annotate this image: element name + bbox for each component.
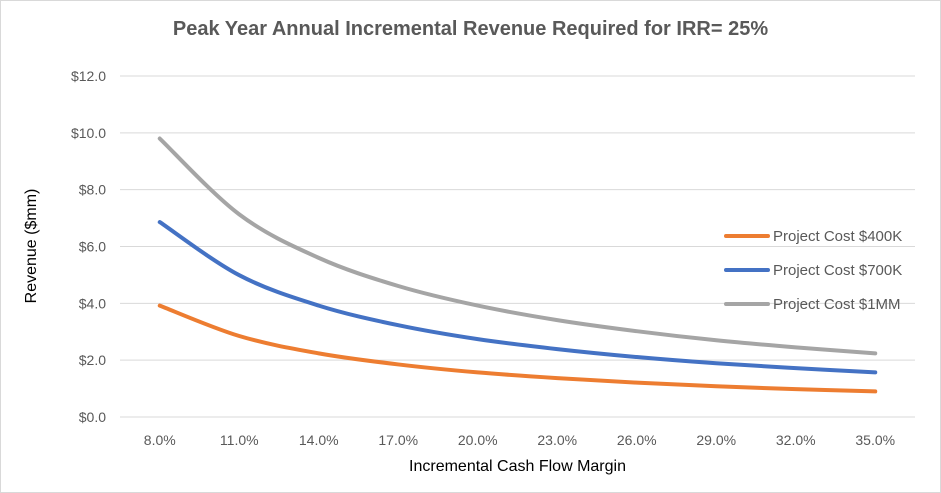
- y-tick-label: $12.0: [71, 68, 106, 84]
- legend-label: Project Cost $400K: [773, 228, 902, 245]
- series-line-3: [157, 136, 878, 356]
- y-tick-label: $6.0: [79, 239, 106, 255]
- y-tick-label: $0.0: [79, 409, 106, 425]
- x-tick-labels: 8.0% 11.0% 14.0% 17.0% 20.0% 23.0% 26.0% 29.0% 3…: [144, 432, 895, 448]
- legend-label: Project Cost $700K: [773, 262, 902, 279]
- x-tick-label: 11.0%: [220, 432, 259, 448]
- x-tick-label: 26.0%: [617, 432, 657, 448]
- x-tick-label: 8.0%: [144, 432, 176, 448]
- y-tick-label: $8.0: [79, 182, 106, 198]
- x-tick-label: 17.0%: [378, 432, 418, 448]
- x-tick-label: 29.0%: [696, 432, 736, 448]
- x-tick-label: 14.0%: [299, 432, 339, 448]
- y-tick-label: $2.0: [79, 352, 106, 368]
- gridlines: [120, 75, 915, 418]
- y-tick-label: $10.0: [71, 125, 106, 141]
- chart-title: Peak Year Annual Incremental Revenue Req…: [172, 18, 769, 40]
- y-tick-labels: $0.0 $2.0 $4.0 $6.0 $8.0 $10.0 $12.0: [71, 68, 106, 425]
- x-tick-label: 20.0%: [458, 432, 498, 448]
- y-tick-label: $4.0: [79, 295, 106, 311]
- x-tick-label: 35.0%: [855, 432, 895, 448]
- x-axis-label: Incremental Cash Flow Margin: [409, 458, 626, 475]
- legend: Project Cost $400K Project Cost $700K Proj…: [724, 228, 902, 313]
- x-tick-label: 32.0%: [776, 432, 816, 448]
- series-line-2: [157, 220, 878, 375]
- legend-label: Project Cost $1MM: [773, 296, 901, 313]
- series-lines: [157, 136, 878, 394]
- series-line-1: [157, 303, 878, 394]
- x-tick-label: 23.0%: [537, 432, 577, 448]
